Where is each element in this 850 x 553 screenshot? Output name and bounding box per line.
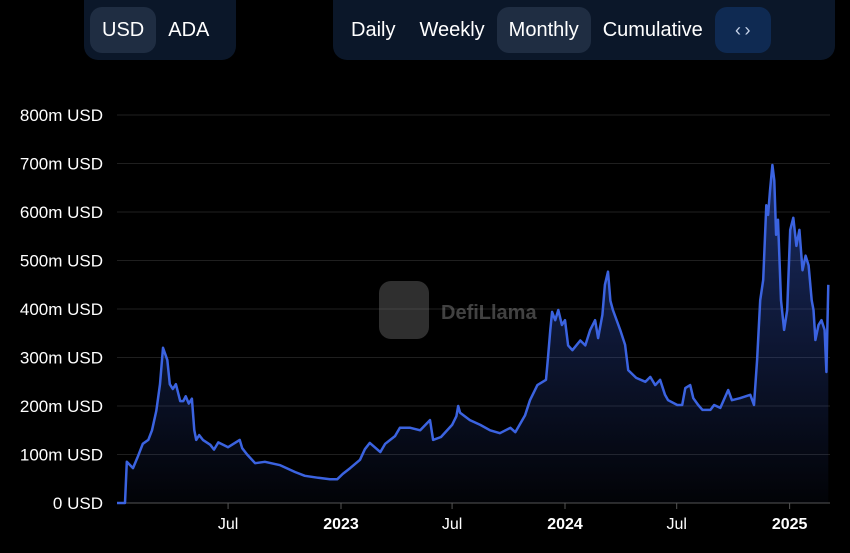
y-tick-label: 100m USD bbox=[20, 446, 103, 465]
y-tick-label: 500m USD bbox=[20, 252, 103, 271]
y-tick-label: 700m USD bbox=[20, 155, 103, 174]
y-tick-label: 0 USD bbox=[53, 494, 103, 513]
y-tick-label: 800m USD bbox=[20, 106, 103, 125]
llama-logo-icon bbox=[379, 281, 429, 339]
currency-toggle: USD ADA bbox=[84, 0, 236, 60]
x-tick-label: 2024 bbox=[547, 516, 583, 533]
code-brackets-icon: ‹ › bbox=[734, 19, 751, 40]
period-monthly-button[interactable]: Monthly bbox=[496, 7, 591, 53]
currency-ada-button[interactable]: ADA bbox=[168, 18, 210, 41]
area-fill bbox=[117, 165, 829, 503]
watermark-text: DefiLlama bbox=[441, 302, 537, 324]
x-tick-label: Jul bbox=[666, 516, 686, 533]
y-axis: 0 USD 100m USD 200m USD 300m USD 400m USD 500… bbox=[20, 106, 103, 513]
x-axis: Jul 2023 Jul 2024 Jul 2025 bbox=[218, 503, 808, 533]
x-tick-label: 2025 bbox=[772, 516, 808, 533]
y-tick-label: 600m USD bbox=[20, 203, 103, 222]
watermark: DefiLlama bbox=[379, 281, 537, 339]
x-tick-label: Jul bbox=[442, 516, 462, 533]
period-toggle: Daily Weekly Monthly Cumulative ‹ › bbox=[333, 0, 835, 60]
embed-button[interactable]: ‹ › bbox=[714, 7, 771, 53]
y-tick-label: 300m USD bbox=[20, 349, 103, 368]
series-line bbox=[117, 163, 830, 505]
period-weekly-button[interactable]: Weekly bbox=[419, 18, 485, 41]
y-tick-label: 400m USD bbox=[20, 300, 103, 319]
currency-usd-button[interactable]: USD bbox=[90, 7, 157, 53]
period-cumulative-button[interactable]: Cumulative bbox=[602, 18, 703, 41]
y-tick-label: 200m USD bbox=[20, 397, 103, 416]
x-tick-label: 2023 bbox=[323, 516, 359, 533]
period-daily-button[interactable]: Daily bbox=[351, 18, 396, 41]
x-tick-label: Jul bbox=[218, 516, 238, 533]
